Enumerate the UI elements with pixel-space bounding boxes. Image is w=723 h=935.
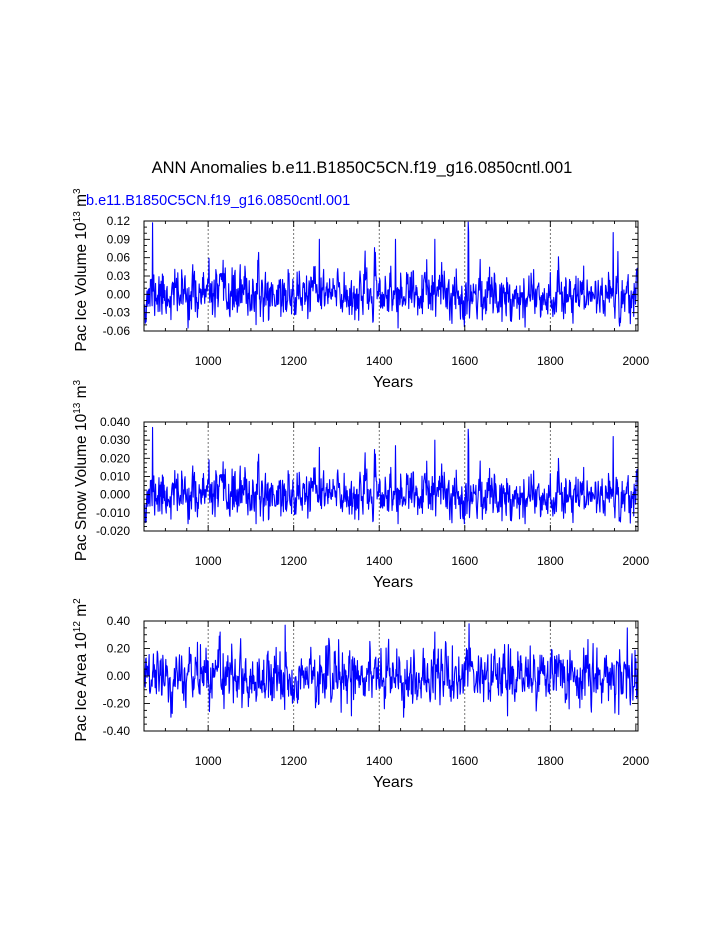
- x-tick-label: 1000: [195, 354, 222, 368]
- series-line: [143, 623, 639, 718]
- x-axis-label: Years: [373, 574, 413, 591]
- y-axis-label: Pac Ice Area 1012 m2: [72, 598, 90, 742]
- y-tick-label: -0.20: [103, 697, 131, 711]
- x-axis-label: Years: [373, 374, 413, 391]
- x-tick-label: 1200: [280, 554, 307, 568]
- y-tick-label: 0.06: [107, 251, 131, 265]
- panels: 1000 1200 1400 1600 1800 2000 -0.06 -0.03 0.00 0.…: [72, 188, 650, 791]
- x-axis-label: Years: [373, 774, 413, 791]
- series-line: [143, 221, 639, 329]
- y-axis-label: Pac Snow Volume 1013 m3: [72, 379, 90, 561]
- x-tick-label: 1400: [366, 554, 393, 568]
- figure-title: ANN Anomalies b.e11.B1850C5CN.f19_g16.08…: [152, 159, 573, 177]
- series-line: [143, 426, 639, 525]
- panel-2: 1000 1200 1400 1600 1800 2000 -0.020 -0.010 0.00…: [72, 379, 650, 591]
- y-tick-label: 0.000: [100, 488, 130, 502]
- panel-3: 1000 1200 1400 1600 1800 2000 -0.40 -0.20 0.00 0.…: [72, 598, 650, 791]
- y-tick-label: 0.40: [107, 614, 131, 628]
- y-tick-label: -0.40: [103, 724, 131, 738]
- y-tick-label: 0.03: [107, 269, 131, 283]
- x-tick-label: 1800: [537, 554, 564, 568]
- x-tick-label: 1400: [366, 354, 393, 368]
- y-tick-label: 0.09: [107, 232, 131, 246]
- x-tick-label: 1800: [537, 754, 564, 768]
- x-tick-label: 1200: [280, 354, 307, 368]
- x-tick-label: 1400: [366, 754, 393, 768]
- x-tick-label: 2000: [623, 554, 650, 568]
- y-tick-label: 0.040: [100, 415, 130, 429]
- y-axis-label: Pac Ice Volume 1013 m3: [72, 188, 90, 352]
- x-tick-label: 1600: [451, 354, 478, 368]
- x-tick-label: 1600: [451, 554, 478, 568]
- x-tick-label: 1000: [195, 554, 222, 568]
- x-tick-label: 1200: [280, 754, 307, 768]
- y-tick-label: -0.06: [103, 324, 131, 338]
- x-tick-label: 1600: [451, 754, 478, 768]
- y-tick-label: 0.00: [107, 669, 131, 683]
- y-tick-label: 0.010: [100, 470, 130, 484]
- y-tick-label: 0.20: [107, 642, 131, 656]
- case-label: b.e11.B1850C5CN.f19_g16.0850cntl.001: [86, 193, 350, 209]
- y-tick-label: 0.030: [100, 433, 130, 447]
- y-tick-label: 0.020: [100, 451, 130, 465]
- x-tick-label: 2000: [623, 754, 650, 768]
- y-tick-label: -0.010: [96, 506, 130, 520]
- y-tick-label: 0.00: [107, 287, 131, 301]
- panel-1: 1000 1200 1400 1600 1800 2000 -0.06 -0.03 0.00 0.…: [72, 188, 650, 391]
- y-tick-label: -0.020: [96, 524, 130, 538]
- x-tick-label: 1800: [537, 354, 564, 368]
- x-tick-label: 2000: [623, 354, 650, 368]
- y-tick-label: -0.03: [103, 306, 131, 320]
- y-tick-label: 0.12: [107, 214, 131, 228]
- x-tick-label: 1000: [195, 754, 222, 768]
